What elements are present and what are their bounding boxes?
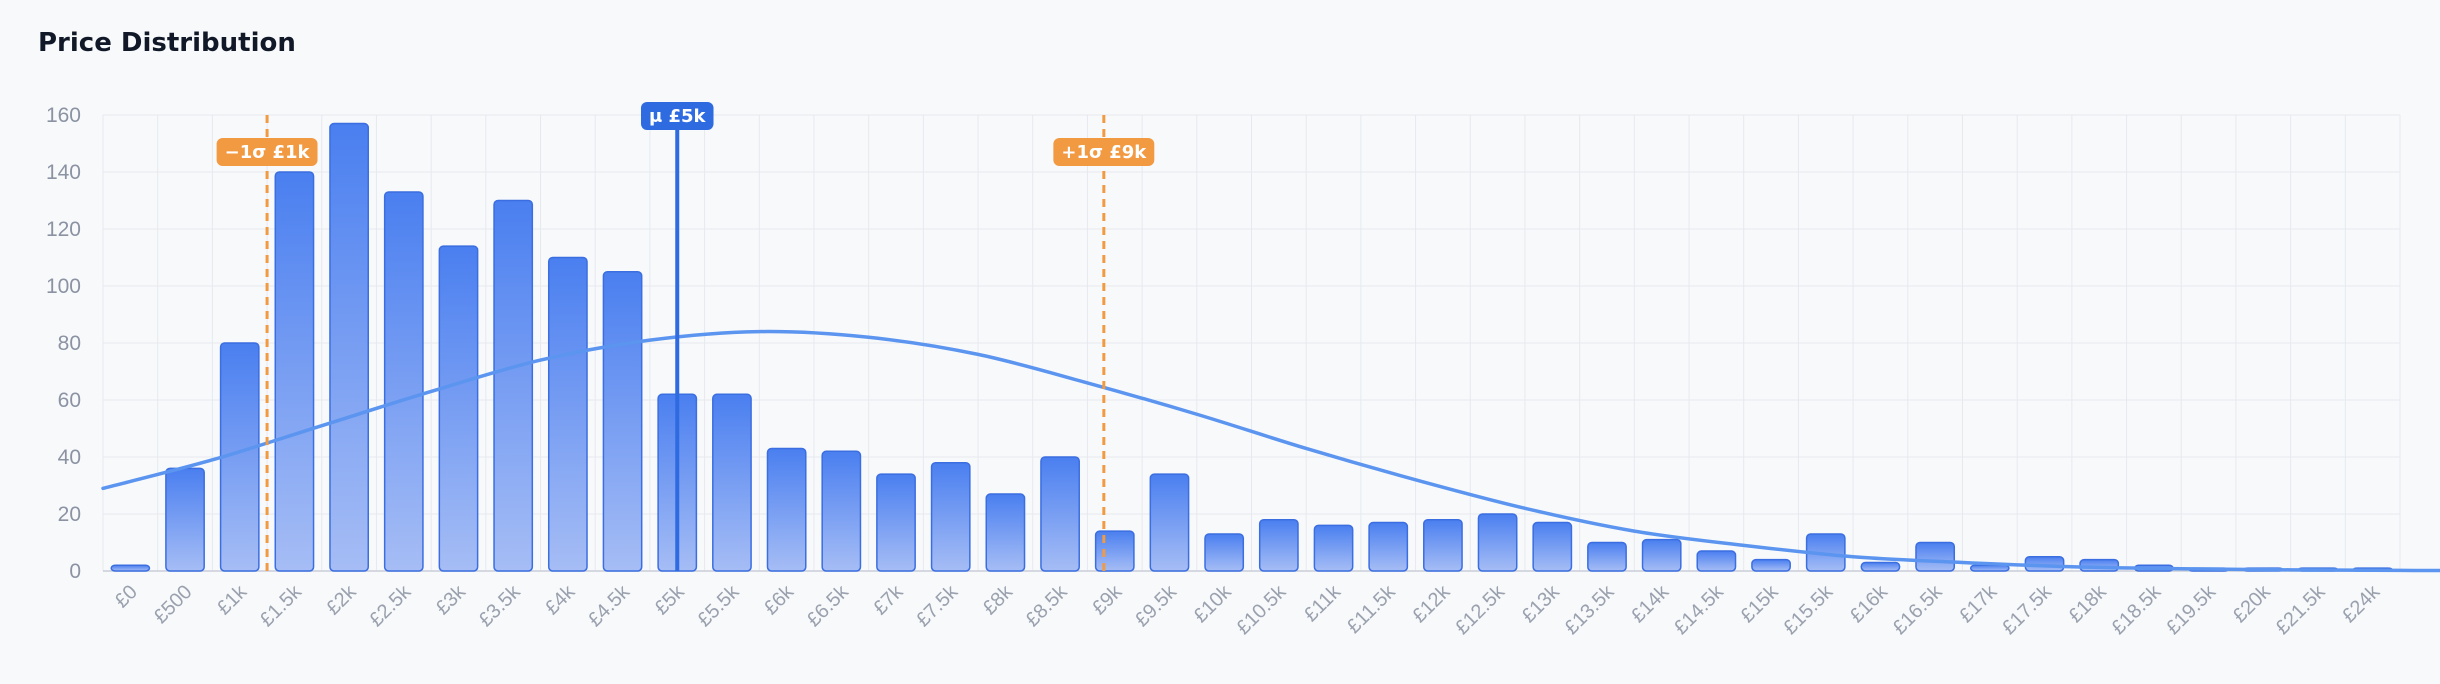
x-tick-label: £7.5k	[912, 580, 963, 631]
sigma-label: +1σ £9k	[1053, 138, 1155, 166]
x-tick-label: £11k	[1300, 580, 1346, 626]
x-tick-label: £13.5k	[1560, 580, 1619, 639]
bar	[1204, 533, 1245, 572]
bar	[493, 199, 534, 572]
x-tick-label: £15k	[1736, 580, 1783, 627]
x-tick-label: £15.5k	[1779, 580, 1838, 639]
svg-text:μ £5k: μ £5k	[649, 106, 707, 127]
x-tick-label: £20k	[2229, 580, 2276, 627]
bar	[383, 191, 424, 572]
bar	[547, 256, 588, 572]
bar	[1040, 456, 1080, 572]
x-tick-label: £16.5k	[1889, 580, 1948, 639]
x-tick-label: £1k	[213, 580, 252, 619]
bar	[1258, 518, 1299, 572]
bar	[1641, 538, 1682, 572]
mean-label: μ £5k	[640, 102, 714, 130]
x-tick-label: £2k	[322, 580, 361, 619]
x-tick-label: £7k	[869, 580, 908, 619]
y-tick-label: 100	[46, 275, 81, 298]
y-tick-label: 0	[69, 560, 81, 583]
bar	[985, 493, 1026, 572]
x-tick-label: £16k	[1846, 580, 1893, 627]
chart-title: Price Distribution	[38, 28, 296, 58]
bar	[821, 450, 862, 572]
x-tick-label: £8k	[979, 580, 1018, 619]
y-tick-label: 140	[46, 161, 81, 184]
x-axis: £0 £500 £1k £1.5k £2k £2.5k £3k £3.5k £4k £4.5k £5…	[111, 580, 2385, 639]
bar	[1696, 550, 1737, 572]
bar	[1751, 558, 1791, 572]
y-tick-label: 60	[58, 389, 81, 412]
y-tick-label: 20	[58, 503, 81, 526]
y-tick-label: 160	[46, 104, 81, 127]
x-tick-label: £13k	[1518, 580, 1565, 627]
sigma-label: −1σ £1k	[216, 138, 318, 166]
bar	[930, 461, 971, 572]
bar	[274, 171, 315, 572]
bar	[165, 467, 205, 572]
x-tick-label: £14.5k	[1670, 580, 1729, 639]
x-tick-label: £2.5k	[365, 580, 416, 631]
bar	[1149, 473, 1190, 572]
bar	[602, 271, 643, 572]
x-tick-label: £3k	[432, 580, 471, 619]
x-tick-label: £18k	[2065, 580, 2112, 627]
svg-text:−1σ £1k: −1σ £1k	[225, 142, 311, 163]
x-tick-label: £18.5k	[2107, 580, 2166, 639]
x-tick-label: £24k	[2338, 580, 2385, 627]
y-tick-label: 40	[58, 446, 81, 469]
x-tick-label: £6.5k	[803, 580, 854, 631]
bar	[1915, 541, 1956, 572]
x-tick-label: £9.5k	[1131, 580, 1182, 631]
x-tick-label: £4.5k	[584, 580, 635, 631]
bar	[766, 447, 807, 572]
x-tick-label: £9k	[1088, 580, 1127, 619]
x-tick-label: £8.5k	[1021, 580, 1072, 631]
bar	[1368, 521, 1409, 572]
x-tick-label: £12k	[1408, 580, 1455, 627]
bar	[1094, 530, 1135, 572]
bar	[1313, 524, 1354, 572]
bar	[329, 122, 369, 572]
y-tick-label: 120	[46, 218, 81, 241]
x-tick-label: £14k	[1627, 580, 1674, 627]
x-tick-label: £5.5k	[693, 580, 744, 631]
y-tick-label: 80	[58, 332, 81, 355]
bar	[712, 393, 752, 572]
normal-curve-line	[101, 329, 2440, 573]
normal-curve	[101, 329, 2440, 573]
bar	[1532, 521, 1573, 572]
x-tick-label: £5k	[650, 580, 689, 619]
y-axis: 0 20 40 60 80 100 120 140 160	[46, 104, 81, 583]
x-tick-label: £21.5k	[2271, 580, 2330, 639]
x-tick-label: £11.5k	[1343, 580, 1401, 638]
bar	[1477, 513, 1518, 572]
bar	[876, 473, 916, 572]
x-tick-label: £10.5k	[1232, 580, 1291, 639]
bar	[1423, 518, 1463, 572]
bar	[1860, 561, 1901, 572]
x-tick-label: £19.5k	[2162, 580, 2221, 639]
bar	[1587, 541, 1627, 572]
x-tick-label: £17.5k	[1998, 580, 2057, 639]
bar	[1969, 564, 2010, 572]
bar	[438, 245, 479, 572]
x-tick-label: £6k	[760, 580, 799, 619]
bar	[110, 564, 151, 572]
svg-text:+1σ £9k: +1σ £9k	[1061, 142, 1147, 163]
x-tick-label: £17k	[1955, 580, 2002, 627]
reference-lines: −1σ £1k +1σ £9k μ £5k	[216, 102, 1155, 571]
x-tick-label: £4k	[541, 580, 580, 619]
x-tick-label: £0	[111, 581, 142, 612]
x-tick-label: £3.5k	[475, 580, 526, 631]
x-tick-label: £1.5k	[256, 580, 307, 631]
x-tick-label: £10k	[1189, 580, 1236, 627]
x-tick-label: £12.5k	[1451, 580, 1510, 639]
x-tick-label: £500	[150, 581, 197, 628]
